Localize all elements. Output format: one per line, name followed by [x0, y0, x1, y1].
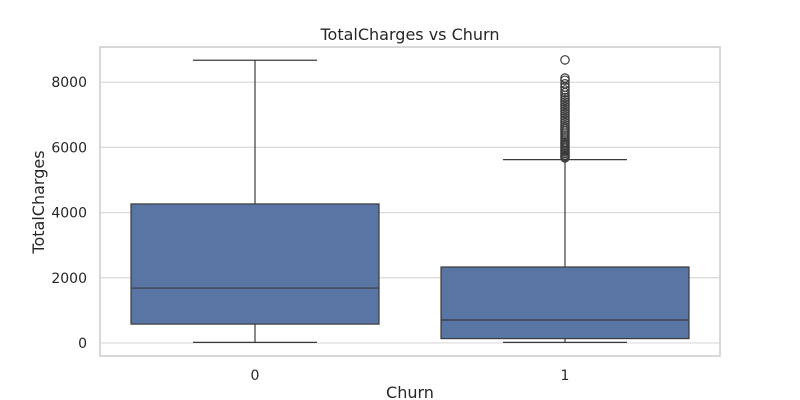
outlier-point: [560, 79, 570, 89]
y-tick-label: 6000: [51, 140, 87, 156]
chart-title: TotalCharges vs Churn: [320, 25, 500, 44]
y-tick-labels: 0 2000 4000 6000 8000: [51, 75, 87, 352]
x-tick-label: 0: [251, 368, 260, 384]
x-tick-label: 1: [561, 368, 570, 384]
box-iqr: [130, 203, 380, 325]
plot-frame: [99, 46, 721, 357]
x-axis-label: Churn: [386, 383, 434, 400]
outlier-point: [560, 55, 570, 65]
y-tick-label: 8000: [51, 75, 87, 91]
outlier-point: [560, 85, 570, 95]
box-plots: [130, 55, 690, 343]
y-tick-label: 0: [78, 336, 87, 352]
y-tick-label: 4000: [51, 206, 87, 222]
box-group-0: [130, 59, 380, 343]
box-iqr: [440, 266, 690, 340]
outlier-point: [560, 82, 570, 92]
y-axis-label: TotalCharges: [29, 150, 48, 254]
y-tick-label: 2000: [51, 271, 87, 287]
box-group-1: [440, 55, 690, 343]
outlier-point: [560, 73, 570, 83]
